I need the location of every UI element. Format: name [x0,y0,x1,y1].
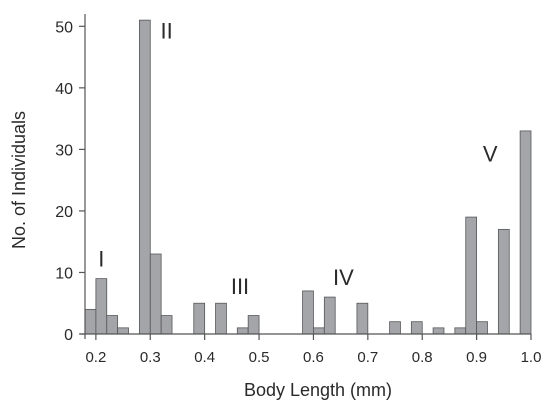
histogram-bar [465,216,478,335]
histogram-bar [160,315,173,335]
x-tick-label: 0.2 [85,349,106,366]
histogram-bar [323,296,336,335]
histogram-bar [215,302,227,335]
axes-layer [79,14,532,340]
histogram-bar [95,278,108,335]
y-tick-label: 30 [55,142,73,159]
stage-annotation: V [483,142,498,167]
histogram-bar [117,327,129,335]
bars-layer [84,19,532,335]
histogram-bar [149,253,162,335]
histogram-bar [432,327,445,335]
histogram-bar [454,327,467,335]
stage-annotation: IV [333,265,354,290]
histogram-bar [138,19,151,335]
histogram-bar [247,315,260,335]
y-axis-title: No. of Individuals [9,111,29,249]
histogram-bar [193,302,206,335]
histogram-bar [410,321,423,335]
x-tick-label: 0.6 [303,349,324,366]
histogram-bar [106,315,119,335]
stage-annotation: III [231,274,249,299]
x-tick-label: 0.9 [466,349,487,366]
labels-layer: 0 10 20 30 40 50 0.2 0.3 0.4 0.5 0.6 0.7 0.8 0.9 1.0 Bo… [9,19,541,400]
histogram-bar [302,290,314,335]
y-tick-label: 20 [55,204,73,221]
histogram-bar [497,228,510,335]
histogram-bar [236,327,249,335]
histogram-bar [389,321,401,335]
histogram-bar [476,321,488,335]
x-tick-label: 0.8 [412,349,433,366]
y-tick-label: 40 [55,81,73,98]
stage-annotation: II [160,19,172,44]
x-tick-label: 0.3 [140,349,161,366]
y-tick-label: 10 [55,265,73,282]
histogram-bar [356,302,369,335]
x-tick-label: 0.4 [194,349,215,366]
x-tick-label: 0.5 [249,349,270,366]
y-tick-label: 50 [55,19,73,36]
stage-annotation: I [98,246,104,271]
x-axis-title: Body Length (mm) [244,380,392,400]
y-tick-label: 0 [64,327,73,344]
x-tick-label: 1.0 [521,349,542,366]
histogram-bar [313,327,325,335]
histogram-bar [519,130,532,335]
histogram-bar [84,308,97,335]
x-tick-label: 0.7 [357,349,378,366]
